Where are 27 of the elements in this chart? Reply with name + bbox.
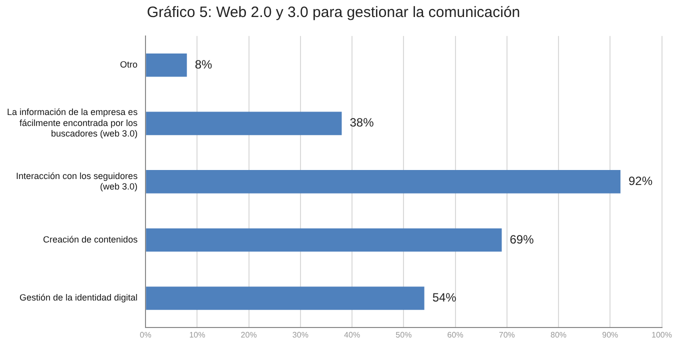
x-tick-label: 80% (550, 330, 567, 340)
data-label: 54% (432, 290, 457, 305)
bar (146, 112, 342, 136)
x-tick-label: 90% (602, 330, 618, 340)
data-label: 69% (510, 232, 534, 246)
x-tick-label: 40% (344, 330, 360, 340)
x-tick-label: 70% (498, 330, 515, 340)
y-tick-label: Creación de contenidos (43, 234, 138, 244)
y-tick-label: Otro (120, 60, 138, 70)
y-tick-label: Gestión de la identidad digital (19, 292, 138, 303)
x-tick-label: 30% (292, 330, 308, 340)
chart-title: Gráfico 5: Web 2.0 y 3.0 para gestionar la comunicación (146, 4, 520, 22)
data-label: 38% (350, 116, 374, 130)
x-tick-label: 60% (447, 330, 464, 340)
bar (146, 53, 187, 77)
bar (146, 228, 502, 252)
y-tick-label: La información de la empresa es fácilmente encontrada por los buscadores (web 3.0) (6, 107, 138, 139)
y-tick-label: Interacción con los seguidores (web 3.0) (16, 170, 138, 192)
bar (146, 286, 424, 310)
data-label: 8% (194, 57, 213, 72)
x-tick-label: 50% (396, 330, 412, 340)
x-tick-label: 10% (189, 330, 206, 340)
x-tick-label: 0% (140, 330, 152, 340)
bar (146, 170, 620, 194)
data-label: 92% (628, 174, 653, 188)
x-tick-label: 20% (240, 330, 257, 340)
x-tick-label: 100% (652, 330, 672, 340)
